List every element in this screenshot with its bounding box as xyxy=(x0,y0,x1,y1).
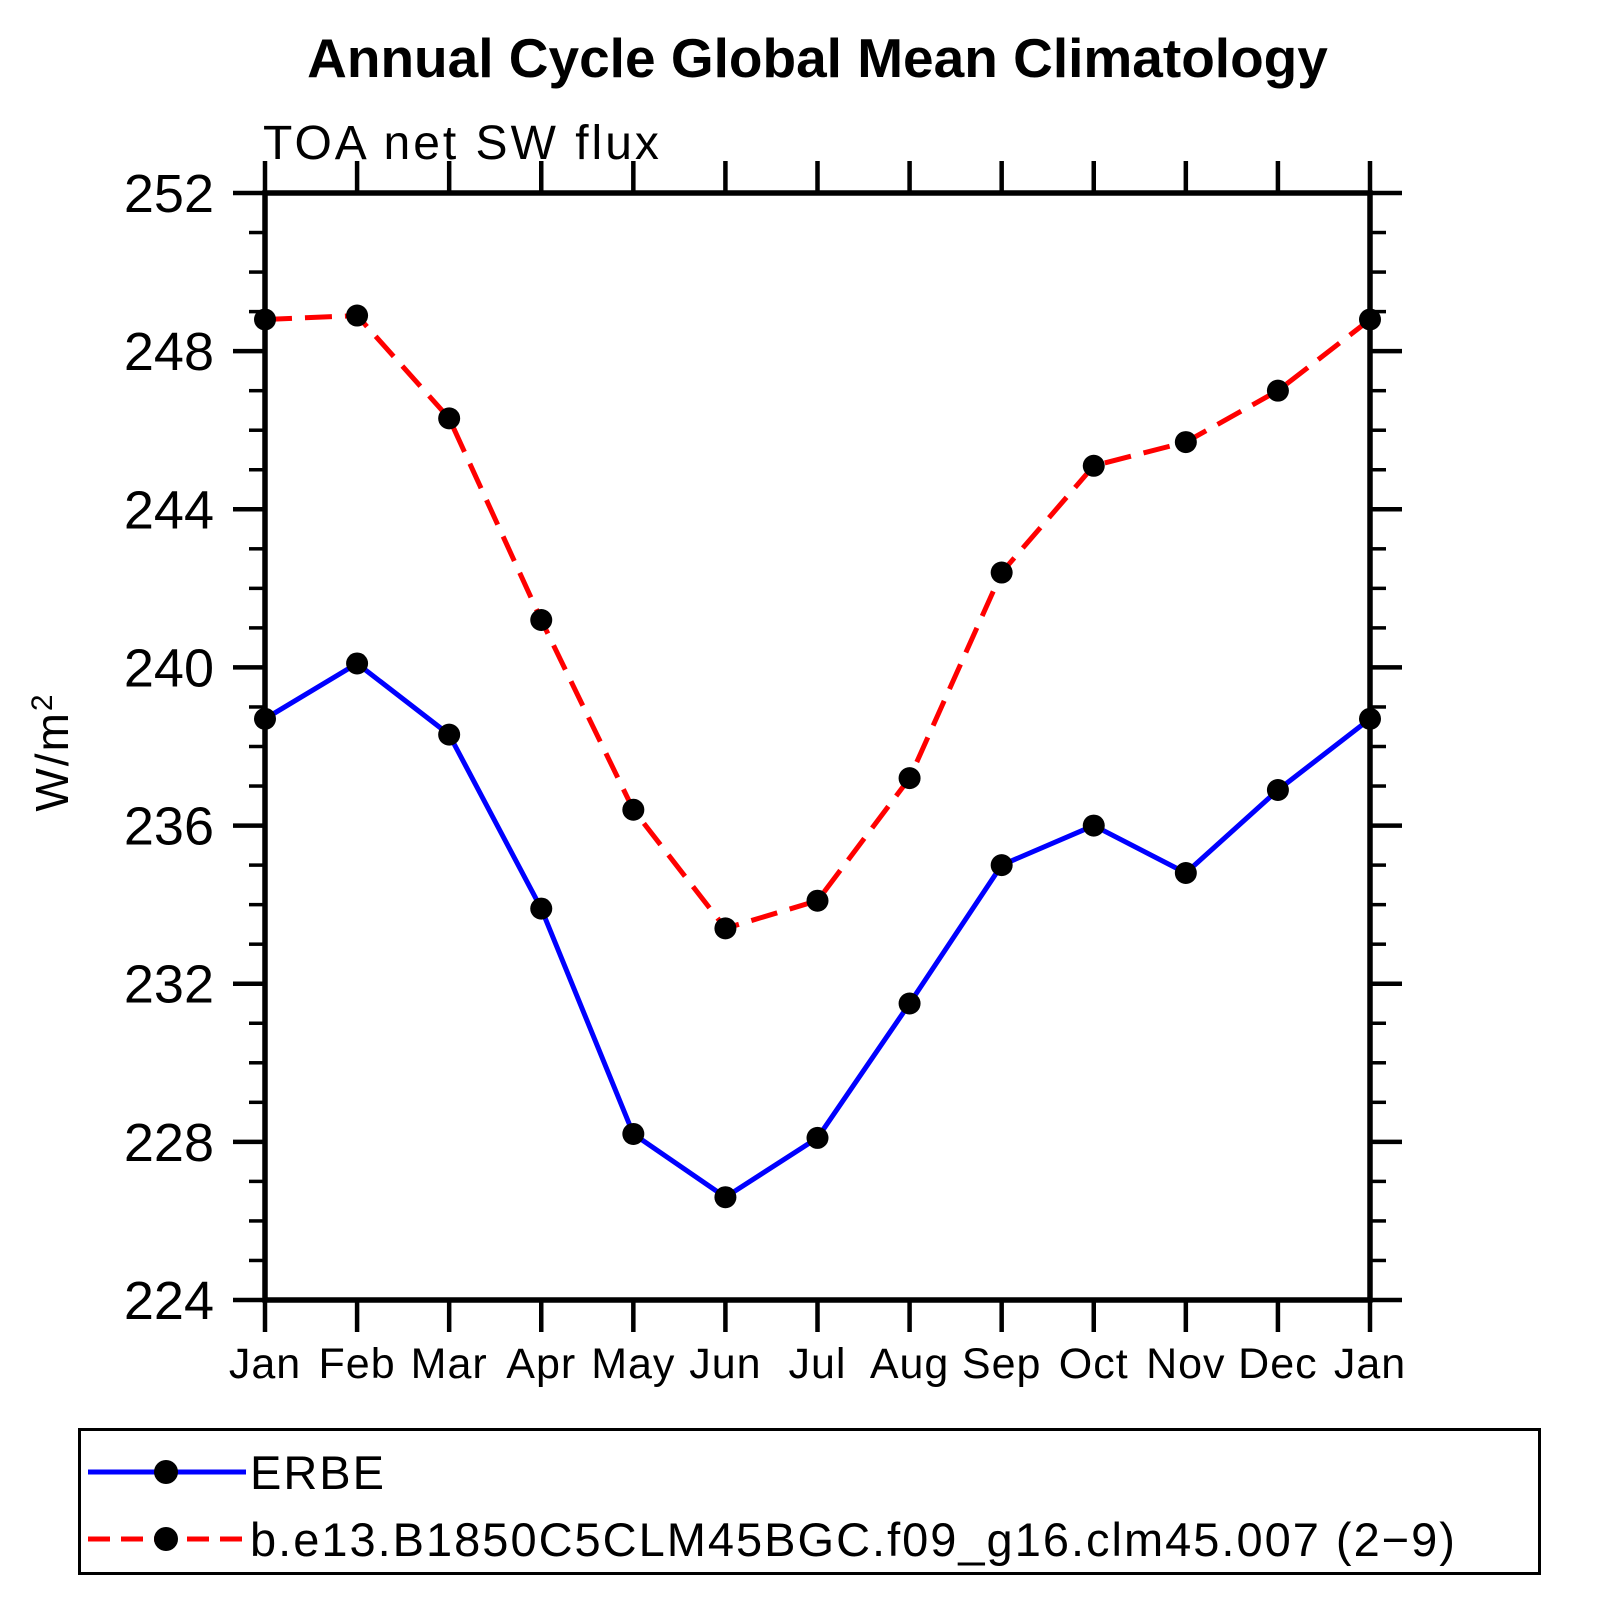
data-point xyxy=(254,308,276,331)
chart-subtitle: TOA net SW flux xyxy=(263,117,662,170)
legend-item-erbe: ERBE xyxy=(88,1445,386,1499)
legend: ERBE b.e13.B1850C5CLM45BGC.f09_g16.clm45… xyxy=(78,1428,1541,1575)
data-point xyxy=(1082,814,1105,837)
y-tick-label: 244 xyxy=(124,480,214,540)
data-point xyxy=(714,917,737,940)
x-tick-label: Mar xyxy=(411,1340,488,1388)
data-point xyxy=(530,608,553,631)
x-tick-label: Jun xyxy=(689,1340,761,1388)
x-tick-label: Apr xyxy=(506,1340,576,1388)
y-tick-label: 236 xyxy=(124,797,214,857)
y-axis-title-exponent: 2 xyxy=(26,692,59,711)
y-tick-label: 232 xyxy=(124,955,214,1015)
data-point xyxy=(346,652,369,675)
data-point xyxy=(806,889,829,912)
plot-frame xyxy=(262,190,1373,1303)
chart-title: Annual Cycle Global Mean Climatology xyxy=(307,27,1328,89)
data-point xyxy=(990,854,1013,877)
series-layer xyxy=(254,304,1381,1209)
data-point xyxy=(438,407,461,430)
y-axis-title-base: W/m xyxy=(26,711,78,812)
axes-layer xyxy=(233,161,1402,1332)
y-tick-label: 248 xyxy=(124,322,214,382)
y-tick-label: 224 xyxy=(124,1271,214,1331)
data-point xyxy=(990,561,1013,584)
data-point xyxy=(806,1126,829,1149)
data-point xyxy=(898,992,921,1015)
data-point xyxy=(1266,379,1289,402)
data-point xyxy=(714,1186,737,1209)
data-point xyxy=(438,723,461,746)
legend-item-model: b.e13.B1850C5CLM45BGC.f09_g16.clm45.007 … xyxy=(88,1512,1457,1566)
legend-label-model: b.e13.B1850C5CLM45BGC.f09_g16.clm45.007 … xyxy=(250,1512,1457,1566)
x-tick-label: Dec xyxy=(1238,1340,1317,1388)
y-axis-title: W/m2 xyxy=(26,692,78,811)
x-tick-label: Jan xyxy=(1334,1340,1406,1388)
x-tick-label: Sep xyxy=(962,1340,1042,1388)
x-tick-label: Nov xyxy=(1146,1340,1225,1388)
data-point xyxy=(1174,862,1197,885)
series-line-1 xyxy=(264,313,1372,931)
data-point xyxy=(622,1122,645,1145)
y-tick-label: 252 xyxy=(124,164,214,224)
x-tick-label: Jul xyxy=(789,1340,847,1388)
data-point xyxy=(1359,308,1381,331)
y-tick-label: 240 xyxy=(124,638,214,698)
data-point xyxy=(1266,778,1289,801)
data-point xyxy=(1174,431,1197,454)
tick-labels-layer: 224 228 232 236 240 244 248 252 Jan Feb Mar Apr May J… xyxy=(124,164,1406,1388)
data-point xyxy=(622,798,645,821)
data-point xyxy=(898,767,921,790)
legend-key-model xyxy=(88,1527,246,1551)
x-tick-label: May xyxy=(591,1340,675,1388)
legend-key-marker-icon xyxy=(154,1527,178,1551)
x-tick-label: Jan xyxy=(229,1340,301,1388)
legend-label-erbe: ERBE xyxy=(250,1445,386,1499)
series-line-0 xyxy=(263,660,1372,1200)
data-point xyxy=(346,304,369,327)
legend-key-erbe xyxy=(88,1460,246,1484)
data-point xyxy=(254,707,276,730)
y-tick-label: 228 xyxy=(124,1113,214,1173)
legend-key-marker-icon xyxy=(154,1460,178,1484)
x-tick-label: Oct xyxy=(1059,1340,1129,1388)
x-tick-label: Aug xyxy=(870,1340,950,1388)
data-point xyxy=(530,897,553,920)
data-point xyxy=(1359,707,1381,730)
x-tick-label: Feb xyxy=(319,1340,396,1388)
data-point xyxy=(1082,454,1105,477)
